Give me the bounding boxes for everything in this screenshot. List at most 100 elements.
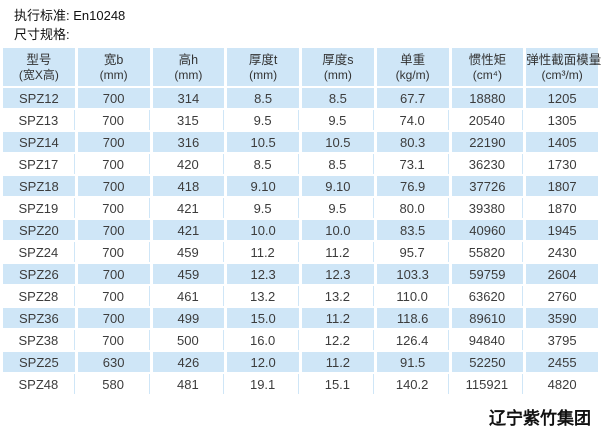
cell: 12.3 [302,264,374,284]
table-row: SPZ18 700 418 9.10 9.10 76.9 37726 1807 [3,176,598,196]
cell: 1405 [526,132,598,152]
cell: 481 [152,374,225,394]
table-row: SPZ13 700 315 9.5 9.5 74.0 20540 1305 [3,110,598,130]
column-header: 型号 (宽X高) [3,48,75,86]
cell: SPZ28 [3,286,75,306]
cell: 126.4 [376,330,449,350]
cell: 80.3 [376,132,449,152]
column-header: 厚度t (mm) [227,48,299,86]
cell: 8.5 [302,154,374,174]
cell: 420 [152,154,225,174]
cell: 22190 [451,132,524,152]
cell: 59759 [451,264,524,284]
table-row: SPZ19 700 421 9.5 9.5 80.0 39380 1870 [3,198,598,218]
column-unit: (mm) [249,68,278,82]
spec-table-head: 型号 (宽X高) 宽b (mm) 高h (mm) 厚度t (mm) 厚度s (mm) 单重 (kg/m… [3,48,601,86]
cell: 10.0 [302,220,374,240]
table-row: SPZ38 700 500 16.0 12.2 126.4 94840 3795 [3,330,598,350]
cell: 13.2 [227,286,299,306]
column-title: 惯性矩 [468,53,507,67]
cell: 9.5 [302,198,374,218]
cell: 9.10 [227,176,299,196]
cell: 700 [77,330,150,350]
cell: 421 [152,220,225,240]
cell: 418 [152,176,225,196]
cell: 700 [77,132,150,152]
column-title: 弹性截面模量 [526,53,601,67]
cell: 16.0 [227,330,299,350]
cell: 426 [152,352,225,372]
cell: 9.5 [302,110,374,130]
cell: 95.7 [376,242,449,262]
cell: 73.1 [376,154,449,174]
cell: 700 [77,88,150,108]
cell: 10.0 [227,220,299,240]
table-row: SPZ25 630 426 12.0 11.2 91.5 52250 2455 [3,352,598,372]
cell: 4820 [526,374,598,394]
column-unit: (宽X高) [18,68,59,82]
cell: 55820 [451,242,524,262]
cell: SPZ18 [3,176,75,196]
cell: 2455 [526,352,598,372]
cell: 94840 [451,330,524,350]
cell: 8.5 [227,154,299,174]
table-row: SPZ26 700 459 12.3 12.3 103.3 59759 2604 [3,264,598,284]
column-unit: (kg/m) [395,68,430,82]
table-row: SPZ20 700 421 10.0 10.0 83.5 40960 1945 [3,220,598,240]
cell: 2604 [526,264,598,284]
cell: SPZ38 [3,330,75,350]
cell: 700 [77,110,150,130]
cell: 499 [152,308,225,328]
cell: 700 [77,198,150,218]
cell: 700 [77,308,150,328]
cell: 9.5 [227,198,299,218]
cell: SPZ26 [3,264,75,284]
cell: 12.3 [227,264,299,284]
spec-line: 尺寸规格: [14,27,70,42]
header-row: 型号 (宽X高) 宽b (mm) 高h (mm) 厚度t (mm) 厚度s (mm) 单重 (kg/m… [3,48,601,86]
cell: 12.2 [302,330,374,350]
cell: 9.10 [302,176,374,196]
cell: 18880 [451,88,524,108]
cell: 1205 [526,88,598,108]
cell: SPZ19 [3,198,75,218]
column-unit: (mm) [174,68,203,82]
column-title: 厚度s [322,53,354,67]
column-unit: (cm³/m) [541,68,583,82]
cell: SPZ36 [3,308,75,328]
cell: 15.1 [302,374,374,394]
top-notes: 执行标准: En10248 尺寸规格: [0,0,601,44]
cell: 74.0 [376,110,449,130]
cell: 10.5 [302,132,374,152]
cell: 115921 [451,374,524,394]
cell: 83.5 [376,220,449,240]
cell: 1945 [526,220,598,240]
cell: 80.0 [376,198,449,218]
cell: 76.9 [376,176,449,196]
column-title: 型号 [26,53,52,67]
cell: 91.5 [376,352,449,372]
cell: 11.2 [302,242,374,262]
cell: 103.3 [376,264,449,284]
cell: 11.2 [227,242,299,262]
cell: 15.0 [227,308,299,328]
table-row: SPZ28 700 461 13.2 13.2 110.0 63620 2760 [3,286,598,306]
cell: SPZ17 [3,154,75,174]
cell: 1305 [526,110,598,130]
cell: 8.5 [227,88,299,108]
cell: 11.2 [302,308,374,328]
column-header: 厚度s (mm) [302,48,374,86]
column-header: 单重 (kg/m) [376,48,449,86]
cell: SPZ13 [3,110,75,130]
cell: 700 [77,176,150,196]
table-row: SPZ36 700 499 15.0 11.2 118.6 89610 3590 [3,308,598,328]
cell: 2760 [526,286,598,306]
column-header: 弹性截面模量 (cm³/m) [526,48,601,86]
column-header: 惯性矩 (cm⁴) [451,48,524,86]
column-title: 单重 [400,53,426,67]
table-row: SPZ14 700 316 10.5 10.5 80.3 22190 1405 [3,132,598,152]
cell: 459 [152,242,225,262]
cell: 421 [152,198,225,218]
spec-table-body: SPZ12 700 314 8.5 8.5 67.7 18880 1205 SPZ13 700 31… [3,88,598,394]
column-unit: (mm) [323,68,352,82]
